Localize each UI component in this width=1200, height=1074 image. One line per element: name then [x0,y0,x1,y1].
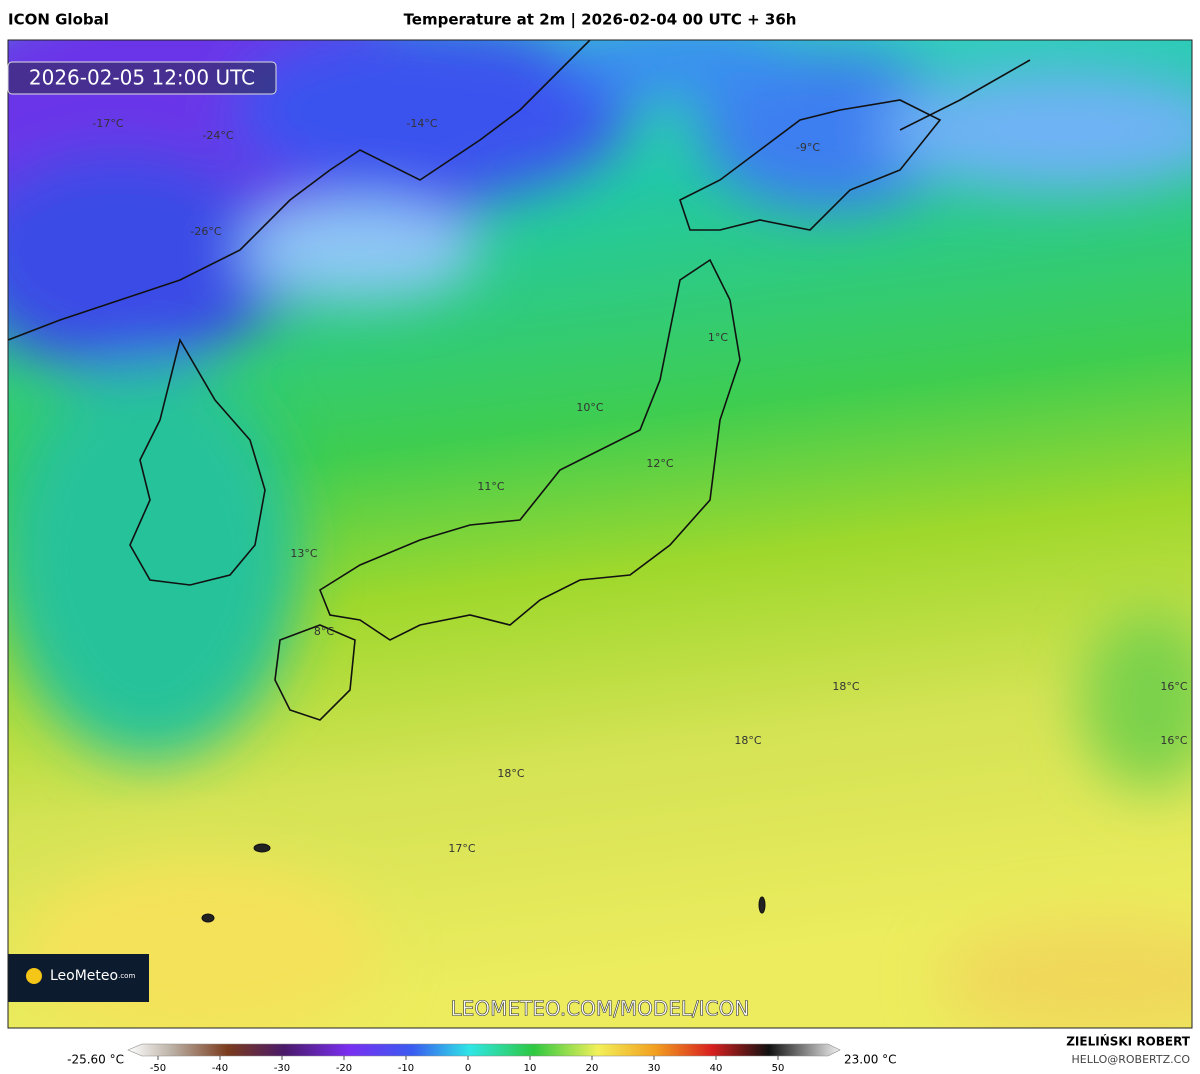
colorbar-tick-label: 10 [524,1063,537,1074]
temp-label: -17°C [92,117,123,130]
colorbar-tick-label: -10 [398,1063,414,1074]
temp-label: 11°C [477,480,504,493]
colorbar-tick-label: -30 [274,1063,290,1074]
temp-label: -9°C [796,141,820,154]
temp-label: 18°C [734,734,761,747]
watermark: LEOMETEO.COM/MODEL/ICON [451,997,750,1021]
colorbar-max: 23.00 °C [844,1053,897,1067]
colorbar-tick-label: -50 [150,1063,166,1074]
temp-label: 18°C [832,680,859,693]
map-frame [7,39,1193,1029]
map-title: Temperature at 2m | 2026-02-04 00 UTC + … [404,11,797,30]
logo-sun [26,968,42,984]
temp-label: 13°C [290,547,317,560]
temp-label: 8°C [314,625,334,638]
temp-label: -24°C [202,129,233,142]
temperature-field: LeoMeteo.com LEOMETEO.COM/MODEL/ICON [8,40,1192,1028]
email: HELLO@ROBERTZ.CO [1072,1053,1191,1066]
author: ZIELIŃSKI ROBERT [1066,1034,1191,1049]
model-name: ICON Global [8,11,109,29]
colorbar-min: -25.60 °C [67,1053,124,1067]
colorbar-tick-label: 0 [465,1063,471,1074]
logo: LeoMeteo.com [50,968,135,984]
map-labels: -17°C -24°C -14°C -9°C -26°C 1°C 10°C 12… [92,117,1187,855]
temp-label: 1°C [708,331,728,344]
colorbar-tick-label: 20 [586,1063,599,1074]
temp-label: 10°C [576,401,603,414]
colorbar-tick-label: -20 [336,1063,352,1074]
colorbar-tick-label: 50 [772,1063,785,1074]
temp-label: -14°C [406,117,437,130]
temp-label: 18°C [497,767,524,780]
temp-label: 12°C [646,457,673,470]
temp-label: 17°C [448,842,475,855]
colorbar-ramp [127,1043,841,1057]
temp-label: 16°C [1160,680,1187,693]
colorbar-tick-label: -40 [212,1063,228,1074]
valid-time: 2026-02-05 12:00 UTC [29,66,255,90]
colorbar: -25.60 °C 23.00 °C -50 -40 -30 -20 -10 0 10 20 3… [67,1043,897,1074]
colorbar-tick-label: 40 [710,1063,723,1074]
colorbar-tick-label: 30 [648,1063,661,1074]
temp-label: 16°C [1160,734,1187,747]
valid-time-box [7,61,277,95]
temp-label: -26°C [190,225,221,238]
